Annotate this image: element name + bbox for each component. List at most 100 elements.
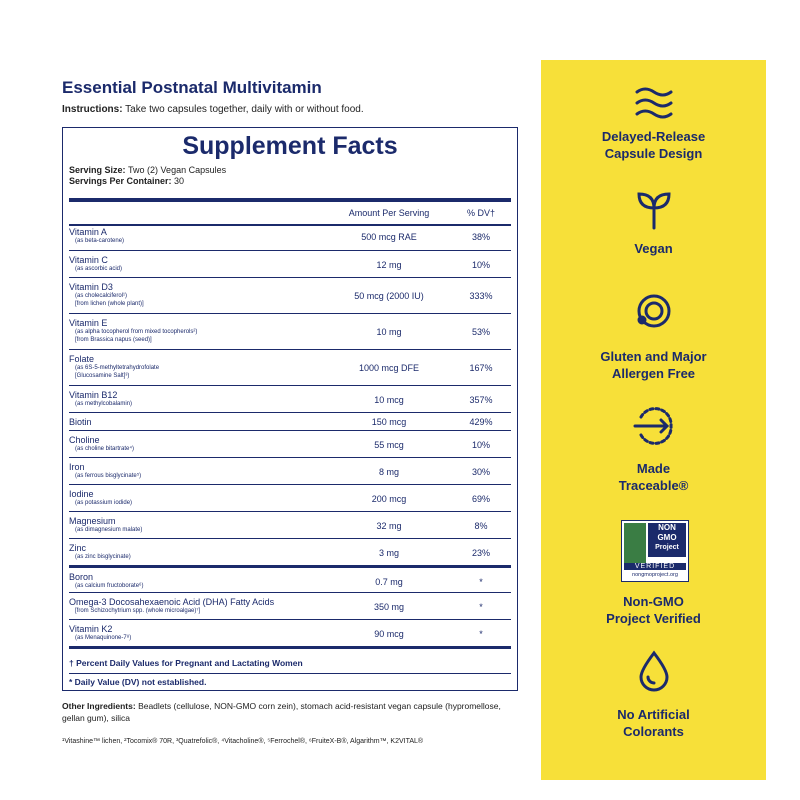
label: Servings Per Container: xyxy=(69,176,172,186)
feature-line: Traceable® xyxy=(618,478,689,493)
label: Serving Size: xyxy=(69,165,126,175)
daily-value: 357% xyxy=(469,394,493,405)
nutrient-name: Zinc xyxy=(69,543,87,553)
daily-value: 69% xyxy=(471,493,490,504)
trademarks: ¹Vitashine™ lichen, ²Tocomix® 70R, ³Quat… xyxy=(62,738,424,745)
nutrient-note: [Glucosamine Salt]³) xyxy=(75,373,130,379)
badge: NON GMO Project VERIFIED nongmoproject.org xyxy=(621,520,689,582)
feature-label: Vegan xyxy=(541,240,766,257)
serving: Serving Size: Two (2) Vegan Capsules Ser… xyxy=(69,165,226,187)
amount: 50 mcg (2000 IU) xyxy=(354,291,424,301)
amount: 3 mg xyxy=(378,547,399,558)
icon-trace xyxy=(633,407,673,445)
t: NON xyxy=(658,523,676,532)
icon-sprout xyxy=(637,192,671,230)
daily-value: 53% xyxy=(471,327,490,337)
daily-value: * xyxy=(479,628,483,639)
nutrient-note: (as methylcobalamin) xyxy=(75,401,133,407)
nutrient-note: (as beta-carotene) xyxy=(75,238,125,244)
nutrient-row: Magnesium (as dimagnesium malate) 32 mg 8% xyxy=(69,511,511,539)
amount: 500 mcg RAE xyxy=(361,231,417,242)
feature-line: Vegan xyxy=(634,241,673,256)
feature-label: Made Traceable® xyxy=(541,460,766,494)
nutrient-note: (as potassium iodide) xyxy=(75,500,133,506)
nutrient-row: Vitamin E (as alpha tocopherol from mixed… xyxy=(69,313,511,350)
feature-label: Delayed-Release Capsule Design xyxy=(541,128,766,162)
features-panel: NON GMO Project VERIFIED nongmoproject.org… xyxy=(541,60,766,780)
feature-line: Non-GMO xyxy=(623,594,684,609)
nutrient-row: Biotin 150 mcg 429% xyxy=(69,412,511,431)
nutrient-name: Vitamin E xyxy=(69,318,108,328)
col-dv: % DV† xyxy=(466,208,495,218)
badge-verified: VERIFIED xyxy=(624,563,686,570)
icon-grain xyxy=(637,294,671,328)
amount: 200 mcg xyxy=(371,493,407,504)
nutrient-note: [from Brassica napus (seed)] xyxy=(75,337,152,343)
daily-value: 10% xyxy=(471,259,490,270)
feature-line: Colorants xyxy=(623,724,684,739)
amount: 1000 mcg DFE xyxy=(358,363,420,373)
nutrient-note: (as zinc bisglycinate) xyxy=(75,554,131,560)
nutrient-name: Magnesium xyxy=(69,516,116,526)
servings: Servings Per Container: 30 xyxy=(69,176,226,187)
nutrient-row: Vitamin A (as beta-carotene) 500 mcg RAE 38… xyxy=(69,223,511,250)
t: GMO xyxy=(657,533,677,542)
feature-label: No Artificial Colorants xyxy=(541,706,766,740)
nutrient-note: (as ferrous bisglycinate⁵) xyxy=(75,473,142,479)
daily-value: 23% xyxy=(471,547,490,558)
nutrient-note: (as Menaquinone-7⁸) xyxy=(75,635,132,641)
badge-leaf xyxy=(624,523,646,563)
nutrient-row: Vitamin C (as ascorbic acid) 12 mg 10% xyxy=(69,250,511,278)
icon-drop xyxy=(639,650,669,692)
value: 30 xyxy=(174,176,185,186)
nutrient-note: (as alpha tocopherol from mixed tocopher… xyxy=(75,329,198,335)
serving-size: Serving Size: Two (2) Vegan Capsules xyxy=(69,165,226,176)
icon-waves xyxy=(635,87,673,119)
feature-label: Non-GMO Project Verified xyxy=(541,593,766,627)
col-amount: Amount Per Serving xyxy=(348,208,430,218)
feature-line: No Artificial xyxy=(617,707,690,722)
daily-value: 38% xyxy=(471,231,490,242)
daily-value: 30% xyxy=(471,466,490,477)
amount: 12 mg xyxy=(376,259,402,270)
nutrient-name: Boron xyxy=(69,572,94,582)
instructions-label: Instructions: xyxy=(62,104,123,115)
amount: 10 mg xyxy=(376,327,402,337)
amount: 8 mg xyxy=(378,466,399,477)
footnote: * Daily Value (DV) not established. xyxy=(69,673,511,687)
feature-line: Gluten and Major xyxy=(600,349,707,364)
nutrient-name: Iron xyxy=(69,462,85,472)
feature-line: Capsule Design xyxy=(604,146,703,161)
nutrient-name: Choline xyxy=(69,435,100,445)
nutrient-row: Zinc (as zinc bisglycinate) 3 mg 23% xyxy=(69,538,511,566)
nutrient-note: (as 6S-5-methyltetrahydrofolate xyxy=(75,365,160,371)
nutrient-note: [from Schizochytrium spp. (whole microal… xyxy=(75,608,201,614)
nutrient-row: Iodine (as potassium iodide) 200 mcg 69% xyxy=(69,484,511,512)
nutrient-name: Vitamin K2 xyxy=(69,624,113,634)
value: Two (2) Vegan Capsules xyxy=(128,165,227,175)
daily-value: 333% xyxy=(469,291,493,301)
label: Other Ingredients: xyxy=(62,701,136,711)
nutrient-row: Boron (as calcium fructoborate⁶) 0.7 mg * xyxy=(69,565,511,595)
nutrient-row: Omega-3 Docosahexaenoic Acid (DHA) Fatty… xyxy=(69,592,511,620)
nutrient-note: (as ascorbic acid) xyxy=(75,266,123,272)
nutrient-note: (as choline bitartrate⁴) xyxy=(75,446,134,452)
t: Project xyxy=(655,544,679,551)
nutrient-row: Vitamin D3 (as cholecalciferol¹) [from lic… xyxy=(69,277,511,314)
daily-value: 8% xyxy=(474,520,488,531)
nutrient-note: (as calcium fructoborate⁶) xyxy=(75,583,144,589)
nutrient-name: Omega-3 Docosahexaenoic Acid (DHA) Fatty… xyxy=(69,597,275,607)
daily-value: 429% xyxy=(469,417,493,427)
facts-title: Supplement Facts xyxy=(182,132,398,160)
nutrient-name: Iodine xyxy=(69,489,94,499)
daily-value: * xyxy=(479,601,483,612)
nutrient-row: Folate (as 6S-5-methyltetrahydrofolate [Gl… xyxy=(69,349,511,386)
feature-line: Project Verified xyxy=(606,611,701,626)
feature-line: Made xyxy=(636,461,671,476)
nutrient-name: Biotin xyxy=(69,417,92,427)
daily-value: 10% xyxy=(471,439,490,450)
daily-value: * xyxy=(479,576,483,587)
nutrient-name: Vitamin C xyxy=(69,255,108,265)
amount: 55 mcg xyxy=(374,439,404,450)
